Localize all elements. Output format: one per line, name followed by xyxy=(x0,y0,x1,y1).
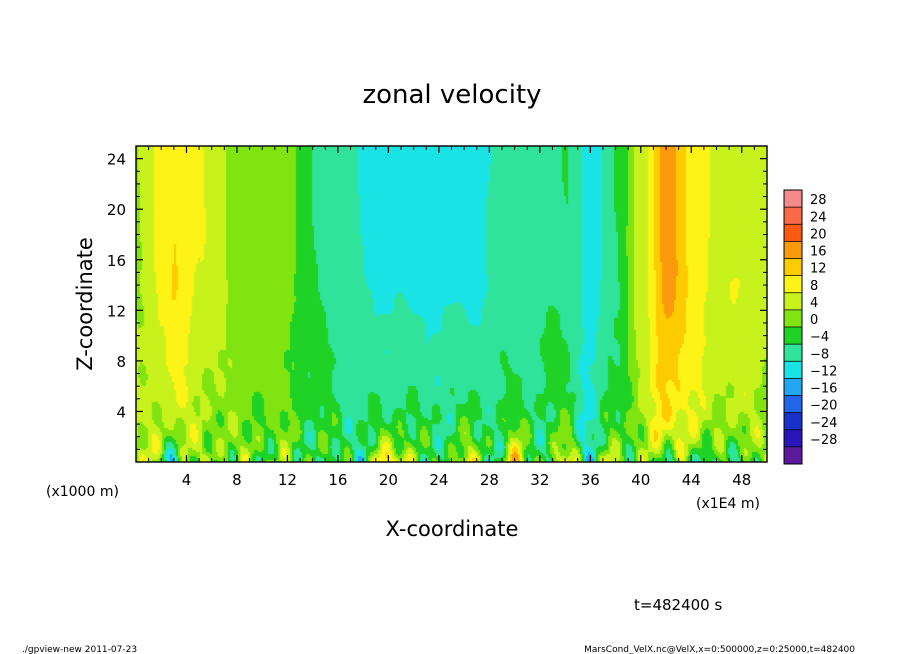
heatmap-field xyxy=(136,146,767,462)
x-tick-label: 12 xyxy=(278,471,297,489)
x-tick-label: 16 xyxy=(328,471,347,489)
y-unit-label: (x1000 m) xyxy=(46,484,119,500)
y-tick-label: 24 xyxy=(107,151,126,169)
colorbar-swatch xyxy=(784,224,802,242)
colorbar-label: 16 xyxy=(810,245,827,260)
footer-left: ./gpview-new 2011-07-23 xyxy=(22,645,137,654)
colorbar-swatch xyxy=(784,275,802,294)
x-tick-label: 32 xyxy=(530,471,549,489)
x-tick-label: 24 xyxy=(429,471,448,489)
x-tick-label: 8 xyxy=(232,471,242,489)
x-tick-label: 36 xyxy=(581,471,600,489)
colorbar-label: 8 xyxy=(810,279,818,294)
footer-right: MarsCond_VelX.nc@VelX,x=0:500000,z=0:250… xyxy=(584,645,855,654)
colorbar-label: −24 xyxy=(810,416,837,431)
y-tick-label: 12 xyxy=(107,302,126,320)
time-annotation: t=482400 s xyxy=(634,596,722,614)
colorbar-label: 0 xyxy=(810,313,818,328)
y-tick-label: 20 xyxy=(107,201,126,219)
colorbar-label: 20 xyxy=(810,227,827,242)
x-tick-label: 48 xyxy=(732,471,751,489)
y-axis-ticks: 4 8 12 16 20 24 xyxy=(107,151,767,450)
colorbar-label: −16 xyxy=(810,382,837,397)
colorbar-swatch xyxy=(784,344,802,362)
x-tick-label: 40 xyxy=(631,471,650,489)
colorbar-swatch xyxy=(784,395,802,414)
colorbar-swatch xyxy=(784,207,802,225)
colorbar-label: −28 xyxy=(810,433,837,448)
x-axis-label: X-coordinate xyxy=(386,517,519,541)
colorbar-swatch xyxy=(784,327,802,345)
colorbar-swatch xyxy=(784,309,802,328)
x-tick-label: 4 xyxy=(182,471,192,489)
chart-title: zonal velocity xyxy=(362,80,541,110)
colorbar-label: 4 xyxy=(810,296,818,311)
colorbar-label: −4 xyxy=(810,330,829,345)
x-tick-label: 20 xyxy=(379,471,398,489)
colorbar-swatch xyxy=(784,446,802,465)
colorbar-swatch xyxy=(784,190,802,208)
x-axis-ticks: 4 8 12 16 20 24 28 32 36 40 44 48 xyxy=(148,146,755,489)
colorbar-swatch xyxy=(784,292,802,311)
colorbar-swatch xyxy=(784,412,802,431)
y-tick-label: 4 xyxy=(116,403,126,421)
colorbar-label: 28 xyxy=(810,193,827,208)
y-tick-label: 16 xyxy=(107,252,126,270)
x-unit-label: (x1E4 m) xyxy=(696,496,760,512)
colorbar-label: −8 xyxy=(810,347,829,362)
colorbar: 28 24 20 16 12 8 4 0 −4 −8 −12 −16 −20 −24 −28 xyxy=(783,189,837,465)
colorbar-label: −20 xyxy=(810,399,837,414)
x-tick-label: 44 xyxy=(682,471,701,489)
colorbar-label: 12 xyxy=(810,262,827,277)
x-tick-label: 28 xyxy=(480,471,499,489)
colorbar-label: −12 xyxy=(810,364,837,379)
y-tick-label: 8 xyxy=(116,353,126,371)
y-axis-label: Z-coordinate xyxy=(73,237,97,371)
colorbar-swatch xyxy=(784,241,802,259)
colorbar-swatch xyxy=(784,258,802,277)
colorbar-swatch xyxy=(784,429,802,448)
plot-frame xyxy=(135,145,768,463)
colorbar-swatch xyxy=(784,378,802,396)
colorbar-label: 24 xyxy=(810,210,827,225)
colorbar-swatch xyxy=(784,361,802,379)
